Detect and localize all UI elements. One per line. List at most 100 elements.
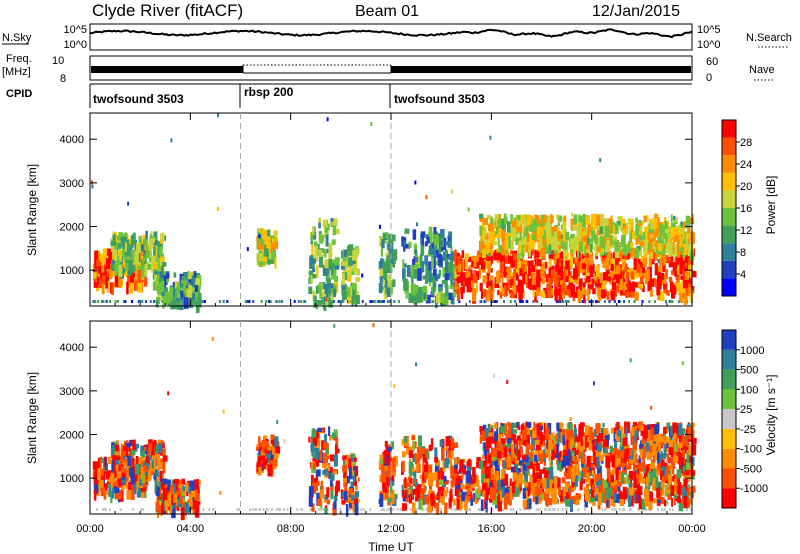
range-gate-cell [574,291,578,298]
range-gate-cell [542,270,546,278]
range-gate-cell [511,443,515,454]
range-gate-cell [531,434,535,442]
ground-scatter-mark [383,300,385,303]
range-gate-cell [479,426,482,432]
range-gate-cell [334,275,339,282]
ground-scatter-mark [277,508,280,511]
range-gate-cell [529,444,535,450]
range-gate-cell [155,245,158,259]
range-gate-cell [351,295,355,307]
range-gate-cell [548,439,552,450]
range-gate-cell [614,442,618,450]
range-gate-cell [419,474,422,479]
range-gate-cell [489,254,494,264]
range-gate-cell [630,283,633,292]
range-gate-cell [668,447,674,456]
range-gate-cell [434,456,438,463]
range-gate-cell [526,215,532,226]
range-gate-cell [556,258,560,272]
range-gate-cell [610,236,614,245]
ground-scatter-mark [249,508,252,511]
range-gate-cell [646,234,651,247]
range-gate-cell [330,293,334,301]
range-gate-cell [638,262,643,272]
range-gate-cell [508,255,511,264]
range-gate-cell [577,248,580,259]
range-gate-cell [435,274,441,279]
range-gate-cell [548,480,553,493]
range-gate-cell [170,138,173,143]
range-gate-cell [427,504,432,513]
range-gate-cell [491,448,497,457]
range-gate-cell [450,246,453,255]
ground-scatter-mark [629,508,632,511]
ground-scatter-mark [671,508,674,511]
ground-scatter-mark [479,508,482,511]
range-gate-cell [655,249,658,261]
range-gate-cell [411,283,416,296]
range-gate-cell [335,480,340,492]
range-gate-cell [162,262,167,267]
range-gate-cell [331,221,334,227]
range-gate-cell [501,261,505,272]
range-gate-cell [343,249,348,257]
y-tick-label: 3000 [60,178,84,190]
ground-scatter-mark [219,300,221,303]
freq-tick-bottom: 8 [60,73,66,85]
range-gate-cell [494,249,498,261]
range-gate-cell [673,479,678,491]
range-gate-cell [509,478,512,487]
range-gate-cell [424,255,428,266]
range-gate-cell [596,452,602,457]
range-gate-cell [492,373,495,378]
range-gate-cell [432,247,436,258]
range-gate-cell [585,435,589,448]
range-gate-cell [388,274,392,286]
range-gate-cell [574,497,580,505]
range-gate-cell [545,246,550,254]
range-gate-cell [330,269,334,276]
range-gate-cell [120,481,125,491]
range-gate-cell [657,237,662,243]
range-gate-cell [444,249,449,263]
range-gate-cell [193,271,197,281]
range-gate-cell [141,265,146,278]
range-gate-cell [117,235,120,247]
range-gate-cell [662,462,667,467]
range-gate-cell [669,435,673,443]
range-gate-cell [448,231,453,242]
date-title: 12/Jan/2015 [592,3,680,20]
range-gate-cell [617,283,620,293]
range-gate-cell [370,122,373,126]
range-gate-cell [342,455,347,461]
range-gate-cell [194,296,197,306]
range-gate-cell [136,488,141,498]
range-gate-cell [512,429,518,434]
range-gate-cell [444,458,449,469]
range-gate-cell [569,278,575,283]
range-gate-cell [634,282,638,288]
ground-scatter-mark [363,508,366,511]
range-gate-cell [512,422,518,428]
range-gate-cell [654,229,659,236]
range-gate-cell [325,454,331,460]
range-gate-cell [528,498,532,509]
range-gate-cell [105,472,110,480]
range-gate-cell [330,454,335,462]
range-gate-cell [632,281,636,294]
range-gate-cell [155,486,160,497]
range-gate-cell [503,213,507,223]
ground-scatter-mark [546,508,549,511]
range-gate-cell [474,479,480,487]
range-gate-cell [501,487,505,498]
range-gate-cell [125,483,129,489]
range-gate-cell [532,468,535,478]
range-gate-cell [448,447,452,458]
range-gate-cell [588,476,591,487]
range-gate-cell [460,272,466,281]
range-gate-cell [671,486,677,494]
range-gate-cell [522,499,527,508]
range-gate-cell [111,459,114,473]
range-gate-cell [430,438,434,450]
range-gate-cell [535,492,539,505]
